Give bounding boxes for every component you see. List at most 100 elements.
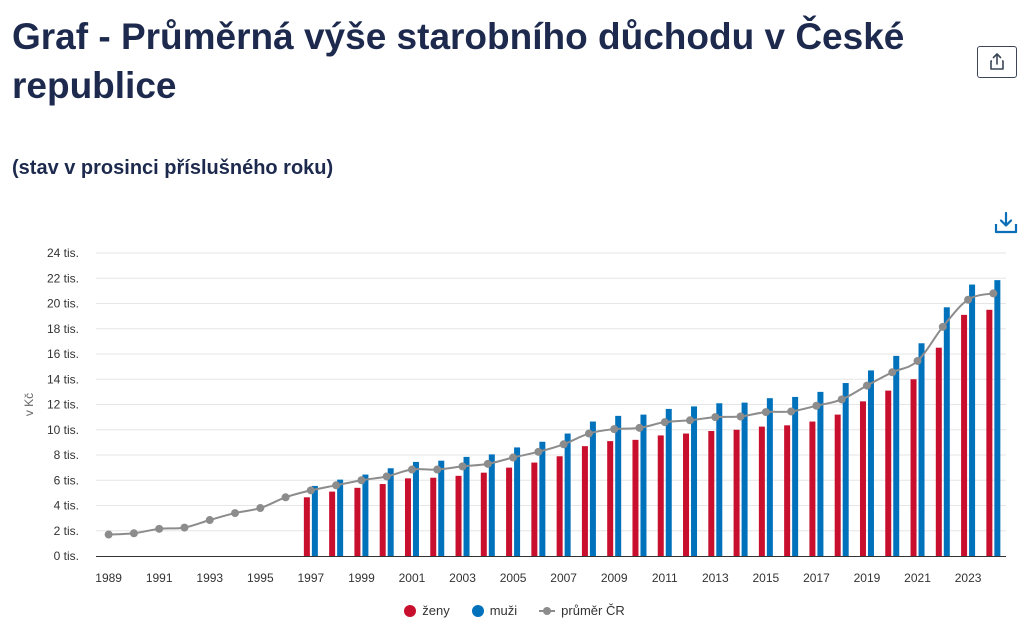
bar-muzi[interactable] xyxy=(665,408,672,556)
legend-item-zeny[interactable]: ženy xyxy=(404,603,450,618)
average-point[interactable] xyxy=(433,465,442,474)
share-button[interactable] xyxy=(977,46,1017,78)
bar-zeny[interactable] xyxy=(809,421,816,556)
bar-zeny[interactable] xyxy=(986,309,993,556)
bar-zeny[interactable] xyxy=(859,401,866,556)
average-point[interactable] xyxy=(407,465,416,474)
average-point[interactable] xyxy=(129,529,138,538)
bar-muzi[interactable] xyxy=(438,460,445,556)
download-button[interactable] xyxy=(993,210,1019,236)
bar-muzi[interactable] xyxy=(893,355,900,556)
bars xyxy=(303,280,1001,556)
bar-muzi[interactable] xyxy=(337,479,344,556)
average-point[interactable] xyxy=(205,516,214,525)
average-point[interactable] xyxy=(736,412,745,421)
average-point[interactable] xyxy=(989,289,998,298)
average-point[interactable] xyxy=(281,493,290,502)
bar-zeny[interactable] xyxy=(784,425,791,556)
average-point[interactable] xyxy=(231,509,240,518)
average-point[interactable] xyxy=(584,429,593,438)
average-point[interactable] xyxy=(357,476,366,485)
bar-muzi[interactable] xyxy=(943,307,950,556)
average-point[interactable] xyxy=(761,408,770,417)
average-point[interactable] xyxy=(382,472,391,481)
bar-zeny[interactable] xyxy=(531,462,538,556)
legend-item-muzi[interactable]: muži xyxy=(471,603,517,618)
bar-zeny[interactable] xyxy=(733,429,740,556)
average-point[interactable] xyxy=(787,407,796,416)
bar-muzi[interactable] xyxy=(514,447,521,556)
bar-muzi[interactable] xyxy=(589,421,596,556)
bar-muzi[interactable] xyxy=(412,461,419,556)
average-point[interactable] xyxy=(559,440,568,449)
bar-muzi[interactable] xyxy=(463,456,470,556)
bar-muzi[interactable] xyxy=(842,383,849,556)
average-point[interactable] xyxy=(483,459,492,468)
bar-muzi[interactable] xyxy=(691,406,698,556)
average-point[interactable] xyxy=(509,453,518,462)
average-point[interactable] xyxy=(610,425,619,434)
average-point[interactable] xyxy=(837,395,846,404)
average-point[interactable] xyxy=(913,356,922,365)
average-point[interactable] xyxy=(306,486,315,495)
bar-zeny[interactable] xyxy=(758,426,765,556)
bar-zeny[interactable] xyxy=(834,414,841,556)
bar-zeny[interactable] xyxy=(708,431,715,556)
average-point[interactable] xyxy=(332,481,341,490)
bar-muzi[interactable] xyxy=(766,398,773,556)
legend-item-prumer-cr[interactable]: průměr ČR xyxy=(539,603,625,618)
average-point[interactable] xyxy=(155,524,164,533)
bar-muzi[interactable] xyxy=(994,280,1001,556)
average-point[interactable] xyxy=(812,401,821,410)
average-point[interactable] xyxy=(938,322,947,331)
bar-zeny[interactable] xyxy=(885,390,892,556)
average-point[interactable] xyxy=(660,418,669,427)
bar-muzi[interactable] xyxy=(716,403,723,556)
bar-muzi[interactable] xyxy=(539,441,546,556)
average-point[interactable] xyxy=(964,295,973,304)
bar-zeny[interactable] xyxy=(404,478,411,556)
average-point[interactable] xyxy=(458,462,467,471)
average-point[interactable] xyxy=(711,413,720,422)
bar-muzi[interactable] xyxy=(918,343,925,556)
bar-muzi[interactable] xyxy=(387,468,394,556)
bar-zeny[interactable] xyxy=(632,439,639,556)
average-point[interactable] xyxy=(635,423,644,432)
average-point[interactable] xyxy=(104,530,113,539)
bar-muzi[interactable] xyxy=(741,402,748,556)
average-point[interactable] xyxy=(888,368,897,377)
bar-muzi[interactable] xyxy=(564,433,571,556)
average-point[interactable] xyxy=(256,504,265,513)
bar-zeny[interactable] xyxy=(480,472,487,556)
bar-zeny[interactable] xyxy=(329,491,336,556)
average-point[interactable] xyxy=(534,447,543,456)
bar-muzi[interactable] xyxy=(640,414,647,556)
bar-zeny[interactable] xyxy=(556,456,563,556)
bar-zeny[interactable] xyxy=(303,497,310,556)
bar-zeny[interactable] xyxy=(379,484,386,556)
bar-zeny[interactable] xyxy=(581,446,588,556)
bar-muzi[interactable] xyxy=(488,454,495,556)
bar-muzi[interactable] xyxy=(615,415,622,556)
bar-zeny[interactable] xyxy=(683,433,690,556)
average-point[interactable] xyxy=(686,416,695,425)
bar-zeny[interactable] xyxy=(657,435,664,556)
bar-zeny[interactable] xyxy=(354,487,361,556)
bar-muzi[interactable] xyxy=(817,391,824,556)
bar-muzi[interactable] xyxy=(362,474,369,556)
bar-zeny[interactable] xyxy=(455,475,462,556)
bar-zeny[interactable] xyxy=(430,477,437,556)
bar-zeny[interactable] xyxy=(607,441,614,556)
bar-muzi[interactable] xyxy=(792,396,799,556)
bar-zeny[interactable] xyxy=(961,314,968,556)
bar-muzi[interactable] xyxy=(311,485,318,556)
average-point[interactable] xyxy=(180,523,189,532)
bar-zeny[interactable] xyxy=(935,347,942,556)
y-tick-label: 2 tis. xyxy=(54,524,79,538)
bar-muzi[interactable] xyxy=(867,370,874,556)
bar-line-chart: 0 tis. 2 tis. 4 tis. 6 tis. 8 tis. 10 tis. 12 … xyxy=(22,246,1006,585)
bar-zeny[interactable] xyxy=(506,467,513,556)
bar-muzi[interactable] xyxy=(969,284,976,556)
bar-zeny[interactable] xyxy=(910,379,917,556)
average-point[interactable] xyxy=(862,381,871,390)
